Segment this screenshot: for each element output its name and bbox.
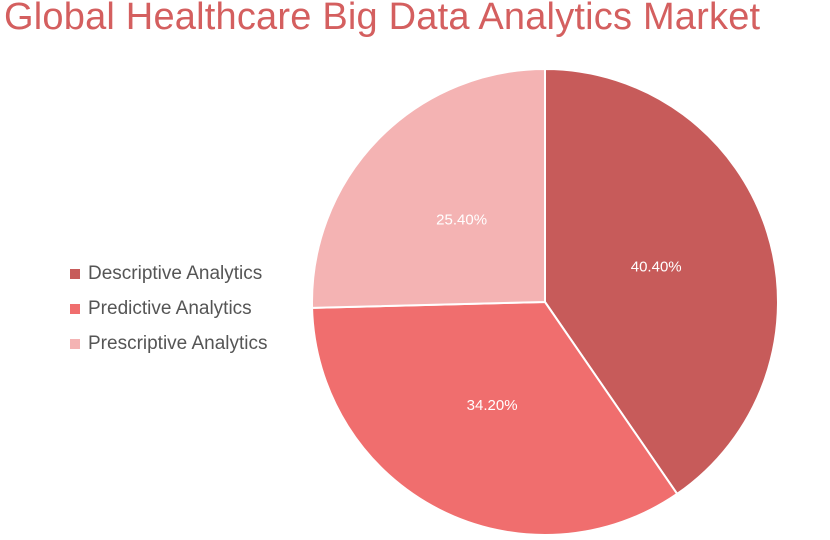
legend-item-descriptive[interactable]: Descriptive Analytics xyxy=(70,256,268,291)
legend-label: Prescriptive Analytics xyxy=(88,332,268,354)
slice-value-label: 25.40% xyxy=(436,212,487,229)
legend-item-predictive[interactable]: Predictive Analytics xyxy=(70,291,268,326)
legend-swatch xyxy=(70,303,80,314)
pie-slice-labels: 40.40% 34.20% 25.40% xyxy=(436,212,681,414)
slice-value-label: 34.20% xyxy=(467,397,518,414)
legend: Descriptive Analytics Predictive Analyti… xyxy=(70,256,268,361)
pie-slices xyxy=(311,67,779,536)
slice-value-label: 40.40% xyxy=(631,258,682,275)
legend-item-prescriptive[interactable]: Prescriptive Analytics xyxy=(70,326,268,361)
legend-swatch xyxy=(70,338,80,349)
legend-label: Predictive Analytics xyxy=(88,297,252,319)
pie-slice-prescriptive-analytics[interactable] xyxy=(311,67,546,309)
chart-title: Global Healthcare Big Data Analytics Mar… xyxy=(4,0,761,38)
legend-label: Descriptive Analytics xyxy=(88,262,263,284)
pie-slice-descriptive-analytics[interactable] xyxy=(544,67,779,496)
legend-swatch xyxy=(70,268,80,279)
pie-slice-predictive-analytics[interactable] xyxy=(311,300,679,536)
